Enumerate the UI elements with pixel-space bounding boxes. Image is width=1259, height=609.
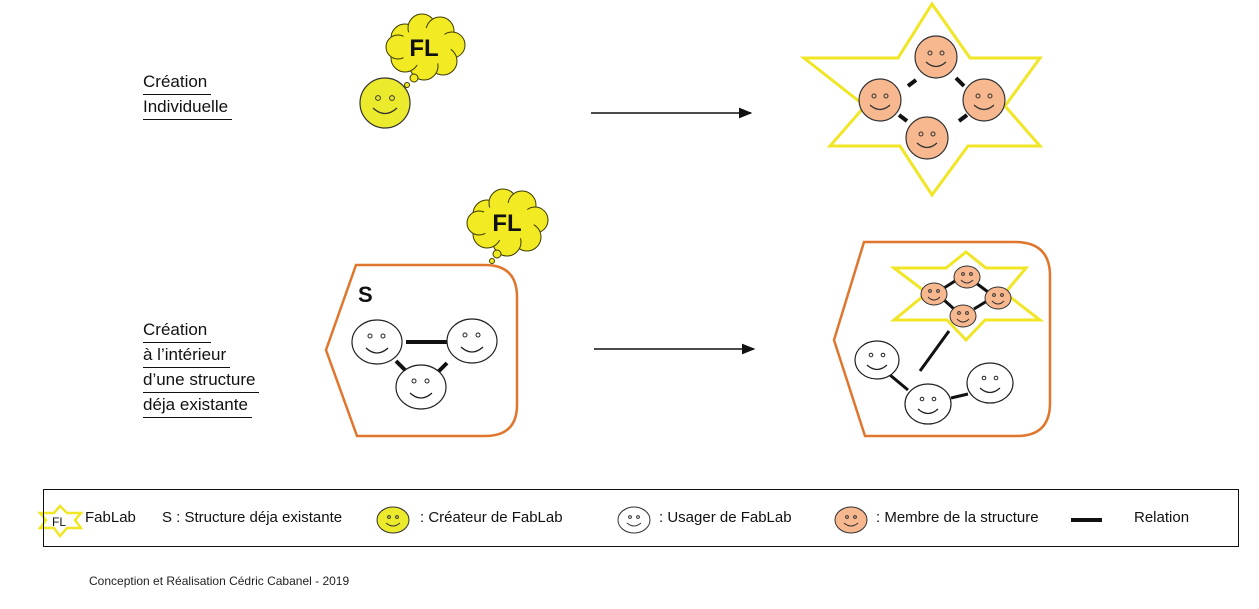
smiley-member-icon	[920, 282, 948, 306]
smiley-user-icon	[351, 319, 403, 365]
thought-bubble-icon: FL	[466, 188, 549, 264]
legend-fl-text: FL	[52, 515, 66, 529]
legend-membre: : Membre de la structure	[876, 509, 1039, 526]
star-fablab-icon	[799, 1, 1044, 198]
smiley-user-icon	[854, 340, 900, 380]
legend-smiley-creator-icon	[376, 506, 410, 534]
smiley-member-icon	[858, 78, 902, 122]
smiley-member-icon	[914, 35, 958, 79]
structure-shape	[324, 263, 519, 438]
legend-relation: Relation	[1134, 509, 1190, 526]
smiley-member-icon	[949, 304, 977, 328]
label-line: à l’intérieur	[143, 343, 231, 368]
label-line: Individuelle	[143, 95, 233, 120]
legend-smiley-member-icon	[834, 506, 868, 534]
smiley-member-icon	[962, 78, 1006, 122]
legend-createur: : Créateur de FabLab	[420, 509, 563, 526]
bubble-text: FL	[492, 210, 521, 237]
legend-fablab: FabLab	[85, 509, 136, 526]
smiley-user-icon	[966, 362, 1014, 404]
smiley-creator-icon	[359, 77, 411, 129]
smiley-member-icon	[953, 265, 981, 289]
label-line: d’une structure	[143, 368, 260, 393]
smiley-member-icon	[984, 286, 1012, 310]
smiley-user-icon	[904, 383, 952, 425]
legend-smiley-user-icon	[617, 506, 651, 534]
legend-usager: : Usager de FabLab	[659, 509, 792, 526]
structure-shape	[832, 240, 1052, 438]
smiley-member-icon	[905, 116, 949, 160]
legend-star-fablab-icon: FL	[37, 504, 84, 538]
smiley-user-icon	[395, 364, 447, 410]
label-line: Création	[143, 318, 212, 343]
star-fablab-icon	[889, 250, 1045, 343]
credit-text: Conception et Réalisation Cédric Cabanel…	[89, 574, 350, 588]
structure-letter: S	[358, 282, 373, 307]
thought-bubble-icon: FL	[385, 13, 466, 88]
label-line: Création	[143, 70, 212, 95]
row-label-individuelle: Création Individuelle	[143, 70, 233, 120]
label-line: déja existante	[143, 393, 252, 418]
legend-box: FabLab S : Structure déja existante : Cr…	[43, 489, 1239, 547]
relation-lines	[897, 76, 969, 123]
row-label-structure: Création à l’intérieur d’une structure d…	[143, 318, 260, 418]
bubble-text: FL	[409, 35, 438, 62]
relation-lines	[889, 279, 989, 400]
smiley-user-icon	[446, 318, 498, 364]
legend-structure: S : Structure déja existante	[162, 509, 343, 526]
